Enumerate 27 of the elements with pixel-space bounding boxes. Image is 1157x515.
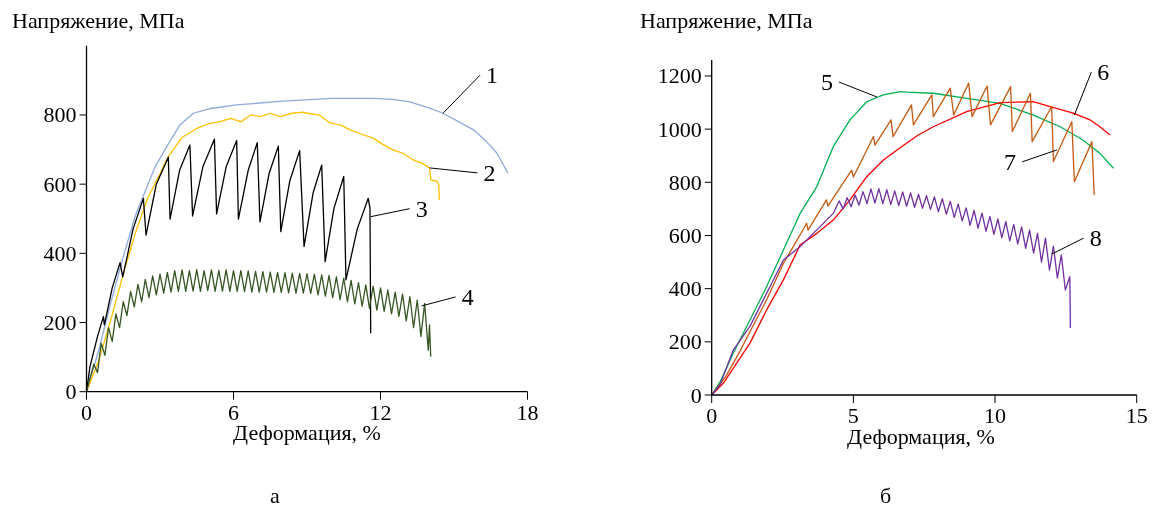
y-tick-label: 400 — [43, 240, 77, 266]
y-tick-label: 0 — [690, 382, 702, 408]
annotation: 5 — [820, 68, 833, 95]
y-tick-label: 600 — [668, 222, 702, 248]
y-axis-title: Напряжение, МПа — [12, 8, 185, 33]
y-tick-label: 800 — [668, 169, 702, 195]
y-axis-title: Напряжение, МПа — [640, 8, 813, 33]
y-tick-label: 400 — [668, 276, 702, 302]
y-tick-label: 1000 — [657, 116, 702, 142]
annotation: 1 — [485, 62, 498, 89]
x-tick-label: 18 — [516, 399, 539, 425]
y-tick-label: 200 — [668, 329, 702, 355]
annotation: 4 — [461, 283, 474, 310]
annotation: 7 — [1004, 148, 1017, 175]
y-tick-label: 200 — [43, 310, 77, 336]
annotation: 8 — [1089, 225, 1102, 252]
annotation: 2 — [483, 159, 496, 186]
y-tick-label: 600 — [43, 171, 77, 197]
x-tick-label: 15 — [1125, 403, 1148, 428]
y-tick-label: 800 — [43, 102, 77, 128]
annotation: 3 — [415, 195, 428, 222]
x-tick-label: 0 — [706, 403, 718, 428]
text: а — [270, 483, 280, 508]
annotation: 6 — [1097, 59, 1110, 86]
text: б — [880, 483, 892, 508]
y-tick-label: 0 — [65, 379, 77, 405]
y-tick-label: 1200 — [657, 63, 702, 89]
